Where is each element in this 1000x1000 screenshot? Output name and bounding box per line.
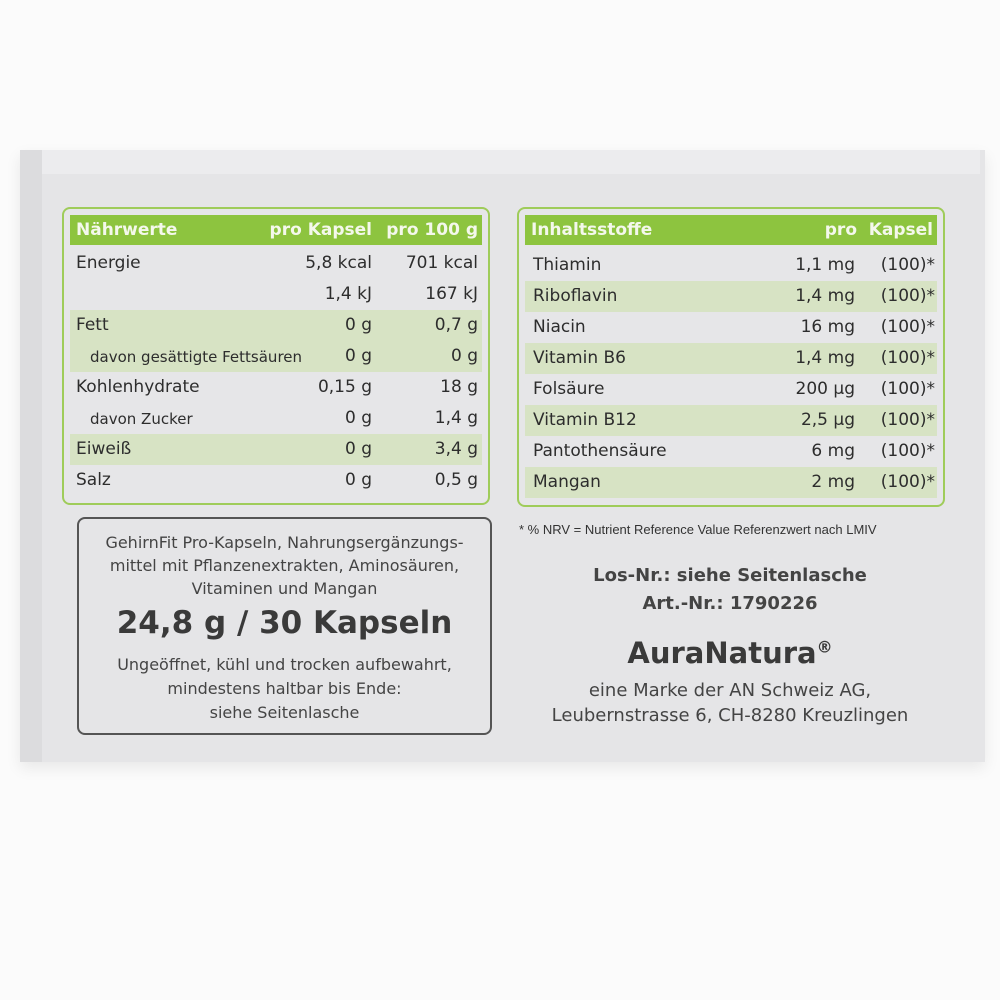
row-per-100g: 1,4 g (434, 408, 478, 428)
row-per-capsule: 0 g (344, 408, 372, 428)
row-nrv: (100)* (880, 472, 935, 492)
row-label: Fett (76, 315, 109, 335)
row-per-capsule: 1,4 kJ (324, 284, 372, 304)
row-label: davon gesättigte Fettsäuren (90, 348, 303, 366)
row-per-capsule: 0 g (344, 439, 372, 459)
product-quantity: 24,8 g / 30 Kapseln (116, 605, 453, 641)
registered-mark: ® (816, 637, 833, 657)
row-amount: 2,5 µg (800, 410, 855, 430)
header-pro: pro (824, 220, 857, 240)
row-nrv: (100)* (880, 317, 935, 337)
row-amount: 2 mg (811, 472, 855, 492)
table-row: Salz 0 g 0,5 g (70, 465, 482, 496)
product-description: Vitaminen und Mangan (191, 579, 378, 598)
row-label: Folsäure (533, 379, 605, 399)
header-per-100g: pro 100 g (386, 220, 478, 240)
table-row: Energie 5,8 kcal 701 kcal (70, 248, 482, 279)
product-description: mittel mit Pflanzenextrakten, Aminosäure… (109, 556, 460, 575)
row-amount: 1,4 mg (795, 348, 855, 368)
table-row: davon gesättigte Fettsäuren 0 g 0 g (70, 341, 482, 372)
row-nrv: (100)* (880, 255, 935, 275)
nutrition-header: Nährwerte pro Kapsel pro 100 g (70, 215, 482, 245)
lot-number: Los-Nr.: siehe Seitenlasche (593, 565, 867, 586)
row-per-100g: 167 kJ (425, 284, 478, 304)
ingredients-table: Inhaltsstoffe pro Kapsel Thiamin 1,1 mg (1… (517, 207, 945, 507)
row-per-100g: 701 kcal (405, 253, 478, 273)
product-info-box: GehirnFit Pro-Kapseln, Nahrungsergänzung… (77, 517, 492, 735)
table-row: Fett 0 g 0,7 g (70, 310, 482, 341)
row-per-capsule: 0 g (344, 315, 372, 335)
table-row: Mangan 2 mg (100)* (525, 467, 937, 498)
table-row: Vitamin B12 2,5 µg (100)* (525, 405, 937, 436)
row-label: Riboflavin (533, 286, 618, 306)
row-label: Niacin (533, 317, 586, 337)
company-address: Leubernstrasse 6, CH-8280 Kreuzlingen (551, 705, 909, 726)
row-label: Pantothensäure (533, 441, 667, 461)
table-row: Kohlenhydrate 0,15 g 18 g (70, 372, 482, 403)
row-label: Energie (76, 253, 141, 273)
storage-note: mindestens haltbar bis Ende: (167, 679, 402, 698)
storage-note: Ungeöffnet, kühl und trocken aufbewahrt, (117, 655, 452, 674)
row-per-100g: 0,5 g (434, 470, 478, 490)
row-amount: 16 mg (800, 317, 855, 337)
article-number: Art.-Nr.: 1790226 (642, 593, 818, 614)
table-row: Eiweiß 0 g 3,4 g (70, 434, 482, 465)
nrv-footnote: * % NRV = Nutrient Reference Value Refer… (519, 522, 877, 537)
row-nrv: (100)* (880, 441, 935, 461)
table-row: 1,4 kJ 167 kJ (70, 279, 482, 310)
row-label: Vitamin B12 (533, 410, 637, 430)
row-nrv: (100)* (880, 410, 935, 430)
table-row: Niacin 16 mg (100)* (525, 312, 937, 343)
row-amount: 6 mg (811, 441, 855, 461)
storage-note: siehe Seitenlasche (209, 703, 360, 722)
row-amount: 1,1 mg (795, 255, 855, 275)
header-label: Nährwerte (76, 220, 178, 240)
ingredients-header: Inhaltsstoffe pro Kapsel (525, 215, 937, 245)
row-label: Salz (76, 470, 111, 490)
row-nrv: (100)* (880, 348, 935, 368)
table-row: Thiamin 1,1 mg (100)* (525, 250, 937, 281)
header-kapsel: Kapsel (868, 220, 933, 240)
row-per-100g: 0,7 g (434, 315, 478, 335)
row-nrv: (100)* (880, 286, 935, 306)
product-description: GehirnFit Pro-Kapseln, Nahrungsergänzung… (105, 533, 464, 552)
row-per-capsule: 0 g (344, 470, 372, 490)
box-top-flap (40, 150, 980, 174)
row-label: davon Zucker (90, 410, 193, 428)
row-label: Eiweiß (76, 439, 132, 459)
company-line: eine Marke der AN Schweiz AG, (588, 680, 872, 701)
row-per-100g: 3,4 g (434, 439, 478, 459)
row-label: Mangan (533, 472, 601, 492)
row-amount: 200 µg (795, 379, 855, 399)
row-per-capsule: 5,8 kcal (305, 253, 372, 273)
table-row: Folsäure 200 µg (100)* (525, 374, 937, 405)
row-per-capsule: 0,15 g (317, 377, 372, 397)
row-per-100g: 0 g (450, 346, 478, 366)
box-side-edge (20, 150, 42, 762)
row-label: Kohlenhydrate (76, 377, 200, 397)
table-row: Vitamin B6 1,4 mg (100)* (525, 343, 937, 374)
table-row: davon Zucker 0 g 1,4 g (70, 403, 482, 434)
brand-name: AuraNatura (627, 636, 817, 670)
table-row: Pantothensäure 6 mg (100)* (525, 436, 937, 467)
row-label: Thiamin (533, 255, 602, 275)
nutrition-table: Nährwerte pro Kapsel pro 100 g Energie 5,… (62, 207, 490, 505)
table-row: Riboflavin 1,4 mg (100)* (525, 281, 937, 312)
header-label: Inhaltsstoffe (531, 220, 653, 240)
row-amount: 1,4 mg (795, 286, 855, 306)
header-per-capsule: pro Kapsel (269, 220, 372, 240)
brand-logo: AuraNatura® (515, 636, 945, 670)
row-label: Vitamin B6 (533, 348, 627, 368)
row-per-capsule: 0 g (344, 346, 372, 366)
row-nrv: (100)* (880, 379, 935, 399)
row-per-100g: 18 g (440, 377, 478, 397)
